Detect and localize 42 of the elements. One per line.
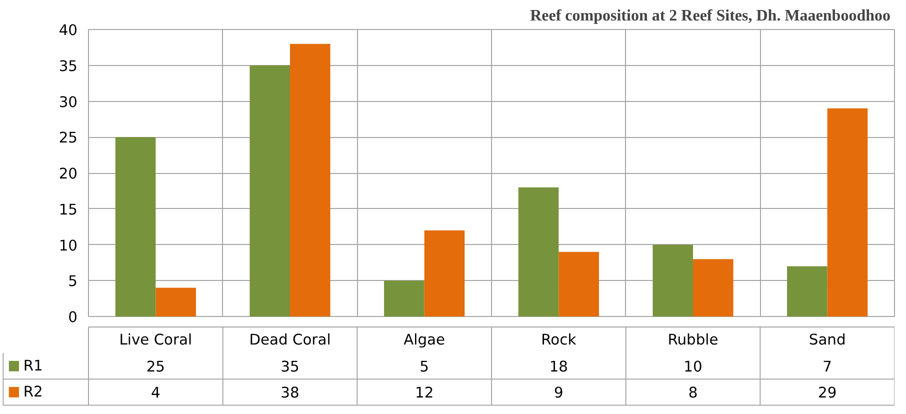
data-label: 35 [280,358,300,376]
chart-title: Reef composition at 2 Reef Sites, Dh. Maaenboodhoo [530,8,890,24]
bar [693,259,734,316]
bar [827,108,868,316]
x-tick-label: Algae [404,332,446,349]
y-tick-label: 20 [58,166,78,182]
y-tick-label: 25 [58,130,78,147]
bar [384,280,424,316]
x-tick-label: Rubble [668,332,718,349]
legend-label: R2 [23,384,43,401]
y-tick-label: 0 [68,309,78,326]
data-label: 29 [818,384,837,402]
data-label: 7 [822,358,832,376]
bar [652,244,693,316]
data-label: 5 [420,358,429,376]
y-tick-label: 40 [58,22,78,39]
x-tick-label: Dead Coral [249,332,331,349]
data-label: 10 [684,358,702,376]
y-tick-label: 30 [58,94,78,111]
y-tick-label: 35 [58,58,78,75]
bar [518,187,559,316]
data-label: 18 [549,358,568,376]
data-label: 25 [146,358,165,376]
bar [558,252,599,316]
y-tick-label: 5 [68,273,78,290]
bar [787,266,828,316]
x-tick-label: Sand [808,332,846,349]
data-label: 4 [151,384,160,402]
bar [424,230,465,316]
x-tick-label: Rock [541,332,577,349]
bar [250,65,290,316]
data-label: 9 [554,384,564,402]
bar [156,288,196,316]
data-label: 12 [415,384,434,402]
legend-label: R1 [23,358,43,375]
bar [115,137,156,316]
y-tick-label: 15 [58,201,78,218]
data-label: 8 [688,384,698,402]
y-tick-label: 10 [58,237,78,254]
data-label: 38 [280,384,300,402]
bar [290,44,330,316]
x-tick-label: Live Coral [119,332,192,349]
